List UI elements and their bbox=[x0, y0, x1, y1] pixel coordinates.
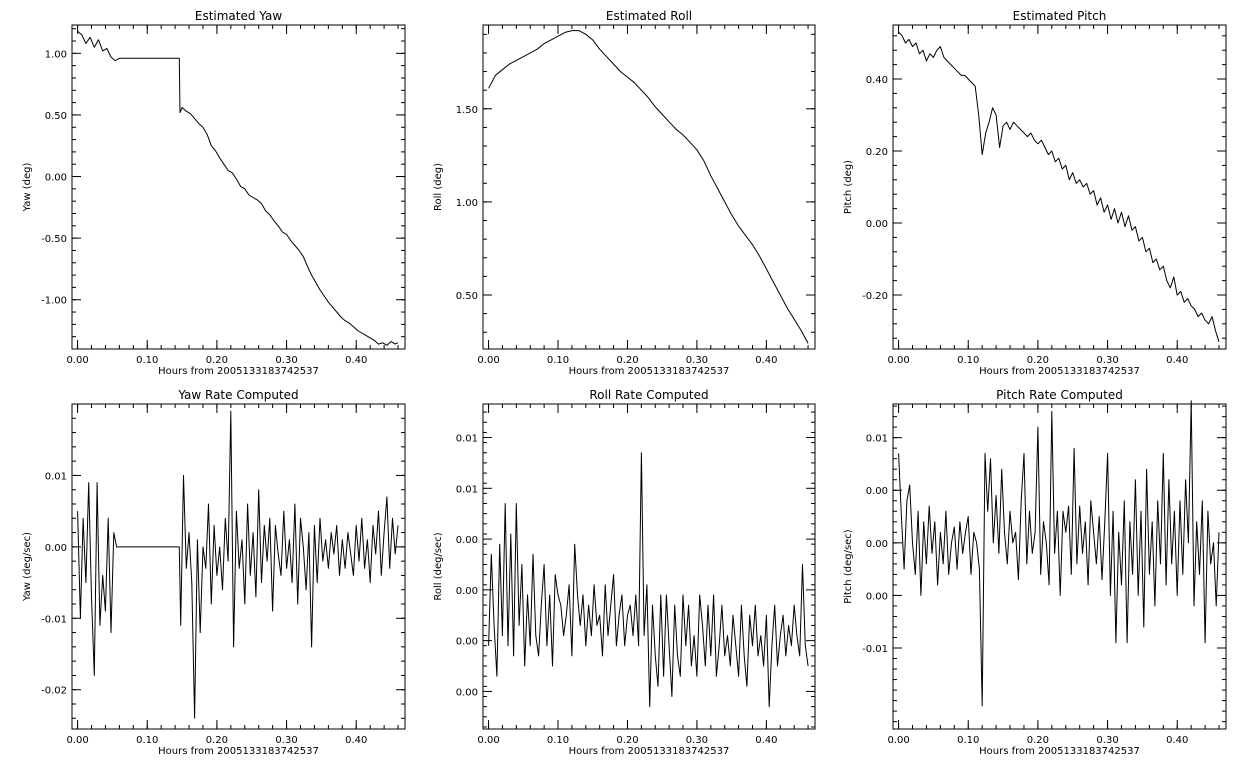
y-tick-label: 0.01 bbox=[456, 484, 478, 495]
x-tick-label: 0.20 bbox=[206, 735, 228, 746]
series-line bbox=[77, 30, 399, 346]
x-tick-label: 0.00 bbox=[477, 355, 499, 366]
x-tick-label: 0.30 bbox=[275, 735, 297, 746]
x-tick-label: 0.40 bbox=[345, 735, 367, 746]
x-axis-label: Hours from 2005133183742537 bbox=[979, 366, 1140, 377]
chart-title: Estimated Pitch bbox=[1013, 9, 1107, 23]
x-tick-label: 0.00 bbox=[887, 735, 909, 746]
x-tick-label: 0.20 bbox=[616, 735, 638, 746]
x-tick-label: 0.30 bbox=[1096, 355, 1118, 366]
y-tick-label: -1.00 bbox=[41, 296, 67, 307]
y-tick-label: 0.20 bbox=[866, 147, 888, 158]
y-tick-label: -0.50 bbox=[41, 234, 67, 245]
y-tick-label: -0.20 bbox=[862, 291, 888, 302]
x-tick-label: 0.00 bbox=[477, 735, 499, 746]
x-tick-label: 0.20 bbox=[616, 355, 638, 366]
y-tick-label: 1.50 bbox=[456, 105, 478, 116]
x-axis-label: Hours from 2005133183742537 bbox=[569, 746, 730, 757]
x-tick-label: 0.30 bbox=[1096, 735, 1118, 746]
chart-title: Estimated Roll bbox=[606, 9, 692, 23]
x-tick-label: 0.00 bbox=[66, 355, 88, 366]
chart-title: Estimated Yaw bbox=[195, 9, 282, 23]
plot-frame bbox=[482, 403, 816, 730]
y-tick-label: 0.50 bbox=[456, 291, 478, 302]
series-line bbox=[898, 31, 1220, 342]
x-tick-label: 0.40 bbox=[755, 355, 777, 366]
x-tick-label: 0.10 bbox=[957, 735, 979, 746]
x-tick-label: 0.40 bbox=[755, 735, 777, 746]
y-tick-label: 0.50 bbox=[45, 111, 67, 122]
y-tick-label: 1.00 bbox=[45, 49, 67, 60]
y-axis-label: Roll (deg/sec) bbox=[433, 532, 444, 600]
x-tick-label: 0.30 bbox=[686, 355, 708, 366]
plot-frame bbox=[482, 24, 816, 350]
x-tick-label: 0.30 bbox=[686, 735, 708, 746]
chart-title: Yaw Rate Computed bbox=[177, 388, 298, 402]
y-tick-label: 0.01 bbox=[456, 434, 478, 445]
x-tick-label: 0.40 bbox=[1166, 735, 1188, 746]
y-axis-label: Pitch (deg) bbox=[843, 160, 854, 214]
y-tick-label: 0.01 bbox=[866, 434, 888, 445]
panel-2: 0.00 0.10 0.20 0.30 0.40 1.50 1.00 0.50 Estimate… bbox=[433, 9, 816, 377]
y-tick-label: 0.00 bbox=[456, 687, 478, 698]
y-tick-label: 0.00 bbox=[45, 543, 67, 554]
x-tick-label: 0.40 bbox=[1166, 355, 1188, 366]
y-axis-label: Yaw (deg) bbox=[22, 162, 33, 212]
x-tick-label: 0.20 bbox=[1027, 735, 1049, 746]
x-tick-label: 0.10 bbox=[957, 355, 979, 366]
y-tick-label: -0.01 bbox=[862, 644, 888, 655]
y-tick-label: 0.00 bbox=[456, 637, 478, 648]
x-tick-label: 0.20 bbox=[1027, 355, 1049, 366]
y-tick-label: 0.01 bbox=[45, 471, 67, 482]
y-tick-label: -0.02 bbox=[41, 686, 67, 697]
y-axis-label: Yaw (deg/sec) bbox=[22, 532, 33, 602]
x-tick-label: 0.10 bbox=[136, 735, 158, 746]
y-axis-label: Pitch (deg/sec) bbox=[843, 529, 854, 604]
y-tick-label: 0.00 bbox=[866, 219, 888, 230]
x-axis-label: Hours from 2005133183742537 bbox=[979, 746, 1140, 757]
y-tick-label: 0.00 bbox=[45, 173, 67, 184]
y-tick-label: 0.00 bbox=[866, 539, 888, 550]
series-line bbox=[77, 410, 399, 719]
y-tick-label: 0.00 bbox=[866, 486, 888, 497]
x-tick-label: 0.20 bbox=[206, 355, 228, 366]
y-tick-label: 0.40 bbox=[866, 75, 888, 86]
y-tick-label: 0.00 bbox=[456, 586, 478, 597]
x-tick-label: 0.40 bbox=[345, 355, 367, 366]
x-axis-label: Hours from 2005133183742537 bbox=[158, 746, 319, 757]
panel-5: 0.00 0.10 0.20 0.30 0.40 0.01 0.01 0.00 0.00 0.00… bbox=[433, 388, 816, 757]
plot-frame bbox=[892, 24, 1227, 350]
chart-title: Roll Rate Computed bbox=[589, 388, 708, 402]
x-tick-label: 0.00 bbox=[887, 355, 909, 366]
series-line bbox=[488, 30, 809, 344]
x-tick-label: 0.10 bbox=[136, 355, 158, 366]
x-tick-label: 0.10 bbox=[547, 735, 569, 746]
plot-frame bbox=[892, 403, 1227, 730]
panel-4: 0.00 0.10 0.20 0.30 0.40 0.01 0.00 -0.01 -0.02 Ya… bbox=[22, 388, 406, 757]
plot-frame bbox=[71, 24, 406, 350]
x-tick-label: 0.10 bbox=[547, 355, 569, 366]
series-line bbox=[488, 452, 809, 708]
plot-frame bbox=[71, 403, 406, 730]
series-line bbox=[898, 400, 1220, 707]
panel-1: 0.00 0.10 0.20 0.30 0.40 1.00 0.50 0.00 -0.50 -1.… bbox=[22, 9, 406, 377]
y-tick-label: 0.00 bbox=[866, 591, 888, 602]
x-axis-label: Hours from 2005133183742537 bbox=[158, 366, 319, 377]
x-tick-label: 0.00 bbox=[66, 735, 88, 746]
x-axis-label: Hours from 2005133183742537 bbox=[569, 366, 730, 377]
y-tick-label: 0.00 bbox=[456, 535, 478, 546]
y-axis-label: Roll (deg) bbox=[433, 163, 444, 211]
x-tick-label: 0.30 bbox=[275, 355, 297, 366]
chart-title: Pitch Rate Computed bbox=[996, 388, 1123, 402]
y-tick-label: -0.01 bbox=[41, 614, 67, 625]
panel-3: 0.00 0.10 0.20 0.30 0.40 0.40 0.20 0.00 -0.20 Est… bbox=[843, 9, 1227, 377]
y-tick-label: 1.00 bbox=[456, 198, 478, 209]
panel-6: 0.00 0.10 0.20 0.30 0.40 0.01 0.00 0.00 0.00 -0.0… bbox=[843, 388, 1227, 757]
